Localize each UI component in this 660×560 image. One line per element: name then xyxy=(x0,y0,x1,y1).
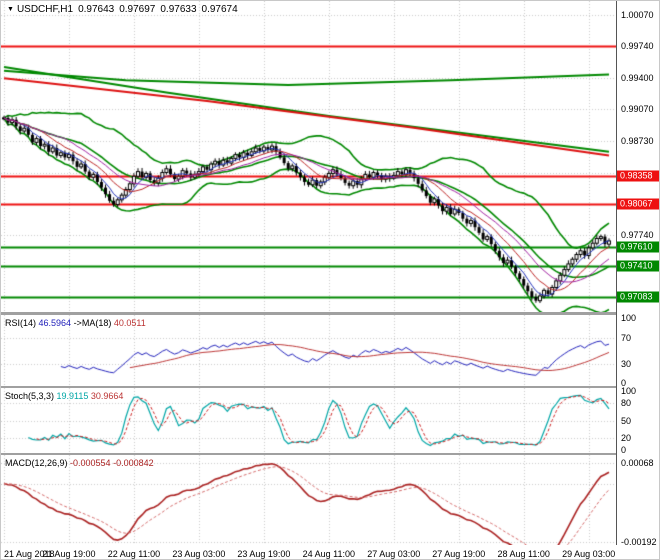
price-scale-label: 0.99070 xyxy=(621,104,654,115)
stoch-scale-label: 50 xyxy=(621,415,632,426)
indicator-label-segment: -0.000554 xyxy=(70,458,111,468)
symbol-marker-icon: ▼ xyxy=(7,6,14,13)
rsi-scale-label: 100 xyxy=(621,313,637,323)
stoch-scale-label: 80 xyxy=(621,397,632,408)
rsi-scale-label: 0 xyxy=(621,378,627,388)
stoch-scale-label: 100 xyxy=(621,386,637,396)
chart-quote-line: ▼ USDCHF,H1 0.97643 0.97697 0.97633 0.97674 xyxy=(7,4,238,15)
indicator-label-segment: 46.5964 xyxy=(38,318,72,328)
time-axis-label: 27 Aug 19:00 xyxy=(432,549,486,559)
indicator-label-segment: MACD(12,26,9) xyxy=(5,458,71,468)
price-level-badge: 0.97610 xyxy=(617,241,659,253)
panel-separator[interactable] xyxy=(1,312,659,315)
stoch-indicator-label: Stoch(5,3,3) 19.9115 30.9664 xyxy=(5,391,123,401)
high-value: 0.97697 xyxy=(119,4,156,15)
time-axis-label: 29 Aug 03:00 xyxy=(562,549,616,559)
rsi-indicator-label: RSI(14) 46.5964 ->MA(18) 40.0511 xyxy=(5,318,146,328)
indicator-label-segment: 30.9664 xyxy=(88,391,124,401)
price-level-badge: 0.98067 xyxy=(617,198,659,210)
price-level-badge: 0.98358 xyxy=(617,170,659,182)
indicator-label-segment: ->MA(18) xyxy=(71,318,114,328)
macd-indicator-label: MACD(12,26,9) -0.000554 -0.000842 xyxy=(5,458,154,468)
rsi-scale-label: 70 xyxy=(621,332,632,343)
time-axis[interactable]: 21 Aug 2018 21 Aug 19:00 22 Aug 11:00 23 Au… xyxy=(1,545,659,559)
price-scale-label: 0.98730 xyxy=(621,136,654,147)
indicator-label-segment: RSI(14) xyxy=(5,318,39,328)
indicator-label-segment: Stoch(5,3,3) xyxy=(5,391,57,401)
price-scale-label: 0.99400 xyxy=(621,73,654,84)
rsi-scale-label: 30 xyxy=(621,358,632,369)
stoch-scale-label: 20 xyxy=(621,433,632,444)
price-scale-label: 0.97740 xyxy=(621,229,654,240)
time-axis-label: 28 Aug 11:00 xyxy=(497,549,550,559)
price-scale-label: 1.00070 xyxy=(621,10,654,21)
macd-scale-label: -0.00192 xyxy=(621,536,657,547)
macd-panel-canvas[interactable] xyxy=(1,455,616,545)
close-value: 0.97674 xyxy=(201,4,238,15)
macd-scale-label: 0.00068 xyxy=(621,457,654,468)
low-value: 0.97633 xyxy=(160,4,197,15)
symbol-timeframe-label: USDCHF,H1 xyxy=(16,4,74,15)
price-level-badge: 0.97410 xyxy=(617,260,659,272)
rsi-panel-canvas[interactable] xyxy=(1,315,616,386)
open-value: 0.97643 xyxy=(78,4,115,15)
price-level-badge: 0.97083 xyxy=(617,291,659,303)
time-axis-label: 21 Aug 19:00 xyxy=(42,549,96,559)
time-axis-label: 21 Aug 2018 xyxy=(4,549,55,559)
time-axis-label: 27 Aug 03:00 xyxy=(367,549,421,559)
stoch-scale-label: 0 xyxy=(621,445,627,455)
indicator-label-segment: 40.0511 xyxy=(113,318,146,328)
time-axis-label: 24 Aug 11:00 xyxy=(302,549,356,559)
indicator-label-segment: 19.9115 xyxy=(56,391,89,401)
indicator-label-segment: -0.000842 xyxy=(110,458,154,468)
panel-separator[interactable] xyxy=(1,453,659,455)
main-chart-canvas[interactable] xyxy=(1,1,616,312)
panel-separator[interactable] xyxy=(1,386,659,388)
stoch-panel-canvas[interactable] xyxy=(1,388,616,453)
time-axis-label: 23 Aug 19:00 xyxy=(237,549,291,559)
time-axis-label: 23 Aug 03:00 xyxy=(172,549,226,559)
time-axis-label: 22 Aug 11:00 xyxy=(107,549,161,559)
price-scale-label: 0.99740 xyxy=(621,41,654,52)
price-scale[interactable]: 1.00070 0.99740 0.99400 0.99070 0.98730 0.977… xyxy=(616,1,659,547)
